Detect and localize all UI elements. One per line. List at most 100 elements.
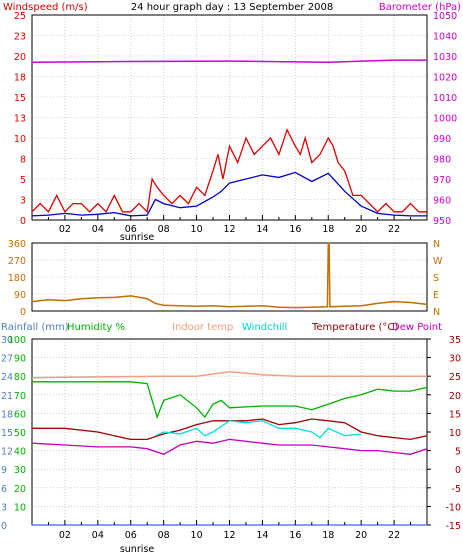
wind-tick-label: 5 bbox=[20, 175, 26, 186]
rainfall-tick-label: 30 bbox=[1, 335, 13, 346]
x-tick-label: 18 bbox=[322, 530, 334, 541]
humidity-tick-label: 90 bbox=[14, 354, 26, 365]
x-tick-label: 08 bbox=[158, 224, 170, 235]
humidity-axis-ticks: 10 20 30 40 50 60 70 80 90 100 bbox=[8, 335, 26, 513]
temperature-tick-label: 20 bbox=[449, 391, 461, 402]
temperature-tick-label: 5 bbox=[455, 447, 461, 458]
temperature-tick-label: 0 bbox=[455, 465, 461, 476]
barometer-axis-label: Barometer (hPa) bbox=[379, 2, 461, 13]
rainfall-tick-label: 6 bbox=[1, 484, 7, 495]
rainfall-tick-label: 9 bbox=[1, 465, 7, 476]
barometer-tick-label: 960 bbox=[433, 196, 451, 207]
barometer-tick-label: 1020 bbox=[433, 73, 457, 84]
dewpoint-label: Dew Point bbox=[392, 322, 442, 333]
wind-tick-label: 20 bbox=[14, 52, 26, 63]
humidity-tick-label: 100 bbox=[8, 335, 26, 346]
sunrise-label-top: sunrise bbox=[120, 232, 154, 243]
direction-tick-label: 270 bbox=[8, 256, 26, 267]
barometer-tick-label: 1010 bbox=[433, 93, 457, 104]
wind-tick-label: 18 bbox=[14, 73, 26, 84]
wind-tick-label: 10 bbox=[14, 134, 26, 145]
wind-tick-label: 8 bbox=[20, 155, 26, 166]
temperature-panel-grid bbox=[32, 338, 431, 526]
humidity-tick-label: 40 bbox=[14, 447, 26, 458]
humidity-tick-label: 10 bbox=[14, 502, 26, 513]
humidity-tick-label: 80 bbox=[14, 372, 26, 383]
x-tick-label: 16 bbox=[289, 530, 301, 541]
barometer-tick-label: 970 bbox=[433, 175, 451, 186]
rainfall-tick-label: 15 bbox=[1, 428, 13, 439]
rainfall-axis-ticks: 0 3 6 9 12 15 18 21 24 27 30 bbox=[1, 335, 13, 532]
wind-panel-x-ticks: 02 04 06 08 10 12 14 16 18 20 22 bbox=[47, 215, 412, 235]
chart-title: 24 hour graph day : 13 September 2008 bbox=[131, 2, 333, 13]
x-tick-label: 10 bbox=[191, 224, 203, 235]
sunrise-label-bottom: sunrise bbox=[120, 544, 154, 555]
compass-tick-label: E bbox=[433, 290, 439, 301]
dewpoint-series-line bbox=[31, 438, 428, 456]
compass-tick-label: N bbox=[433, 239, 440, 250]
windchill-label: Windchill bbox=[242, 322, 287, 333]
humidity-tick-label: 70 bbox=[14, 391, 26, 402]
barometer-tick-label: 1030 bbox=[433, 52, 457, 63]
humidity-series-line bbox=[32, 381, 428, 420]
x-tick-label: 16 bbox=[289, 224, 301, 235]
barometer-series-line bbox=[31, 59, 427, 63]
barometer-axis-ticks: 950 960 970 980 990 1000 1010 1020 1030 1040 1050 bbox=[433, 11, 457, 227]
x-tick-label: 20 bbox=[355, 224, 367, 235]
rainfall-tick-label: 24 bbox=[1, 372, 13, 383]
temperature-tick-label: 25 bbox=[449, 372, 461, 383]
wind-tick-label: 0 bbox=[20, 216, 26, 227]
rainfall-tick-label: 21 bbox=[1, 391, 13, 402]
barometer-tick-label: 1040 bbox=[433, 32, 457, 43]
wind-direction-series-line bbox=[31, 242, 428, 309]
barometer-tick-label: 950 bbox=[433, 216, 451, 227]
x-tick-label: 12 bbox=[223, 224, 235, 235]
temperature-series-line bbox=[32, 418, 428, 441]
direction-tick-label: 90 bbox=[14, 290, 26, 301]
barometer-tick-label: 990 bbox=[433, 134, 451, 145]
wind-tick-label: 25 bbox=[14, 11, 26, 22]
wind-tick-label: 3 bbox=[20, 196, 26, 207]
wind-tick-label: 13 bbox=[14, 114, 26, 125]
temperature-tick-label: -5 bbox=[452, 484, 461, 495]
temperature-panel-x-ticks: 02 04 06 08 10 12 14 16 18 20 22 bbox=[47, 520, 412, 541]
wind-tick-label: 15 bbox=[14, 93, 26, 104]
direction-tick-label: 360 bbox=[8, 239, 26, 250]
humidity-axis-label: Humidity % bbox=[67, 322, 125, 333]
x-tick-label: 22 bbox=[388, 530, 400, 541]
humidity-tick-label: 50 bbox=[14, 428, 26, 439]
direction-panel-frame bbox=[31, 242, 428, 312]
x-tick-label: 14 bbox=[256, 224, 268, 235]
indoor-temp-label: Indoor temp bbox=[172, 322, 233, 333]
humidity-tick-label: 20 bbox=[14, 484, 26, 495]
rainfall-tick-label: 12 bbox=[1, 447, 13, 458]
wind-panel-grid bbox=[32, 15, 427, 220]
rainfall-tick-label: 3 bbox=[1, 502, 7, 513]
humidity-tick-label: 30 bbox=[14, 465, 26, 476]
windchill-series-line bbox=[155, 420, 362, 439]
x-tick-label: 14 bbox=[256, 530, 268, 541]
x-tick-label: 12 bbox=[223, 530, 235, 541]
wind-average-series-line bbox=[31, 171, 427, 217]
x-tick-label: 06 bbox=[125, 530, 137, 541]
x-tick-label: 04 bbox=[92, 530, 104, 541]
x-tick-label: 08 bbox=[158, 530, 170, 541]
compass-tick-label: W bbox=[433, 256, 443, 267]
wind-axis-label: Windspeed (m/s) bbox=[3, 2, 88, 13]
x-tick-label: 02 bbox=[59, 224, 71, 235]
x-tick-label: 04 bbox=[92, 224, 104, 235]
x-tick-label: 18 bbox=[322, 224, 334, 235]
temperature-tick-label: 30 bbox=[449, 354, 461, 365]
compass-tick-label: S bbox=[433, 273, 439, 284]
wind-axis-ticks: 0 3 5 8 10 13 15 18 20 23 25 bbox=[14, 11, 26, 227]
barometer-tick-label: 1000 bbox=[433, 114, 457, 125]
indoor-temp-series-line bbox=[31, 370, 427, 379]
temperature-axis-ticks: -15 -10 -5 0 5 10 15 20 25 30 35 bbox=[445, 335, 461, 532]
temperature-axis-label: Temperature (°C) bbox=[311, 322, 398, 333]
rainfall-axis-label: Rainfall (mm) bbox=[1, 322, 69, 333]
rainfall-tick-label: 27 bbox=[1, 354, 13, 365]
x-tick-label: 10 bbox=[191, 530, 203, 541]
compass-tick-label: N bbox=[433, 307, 440, 318]
